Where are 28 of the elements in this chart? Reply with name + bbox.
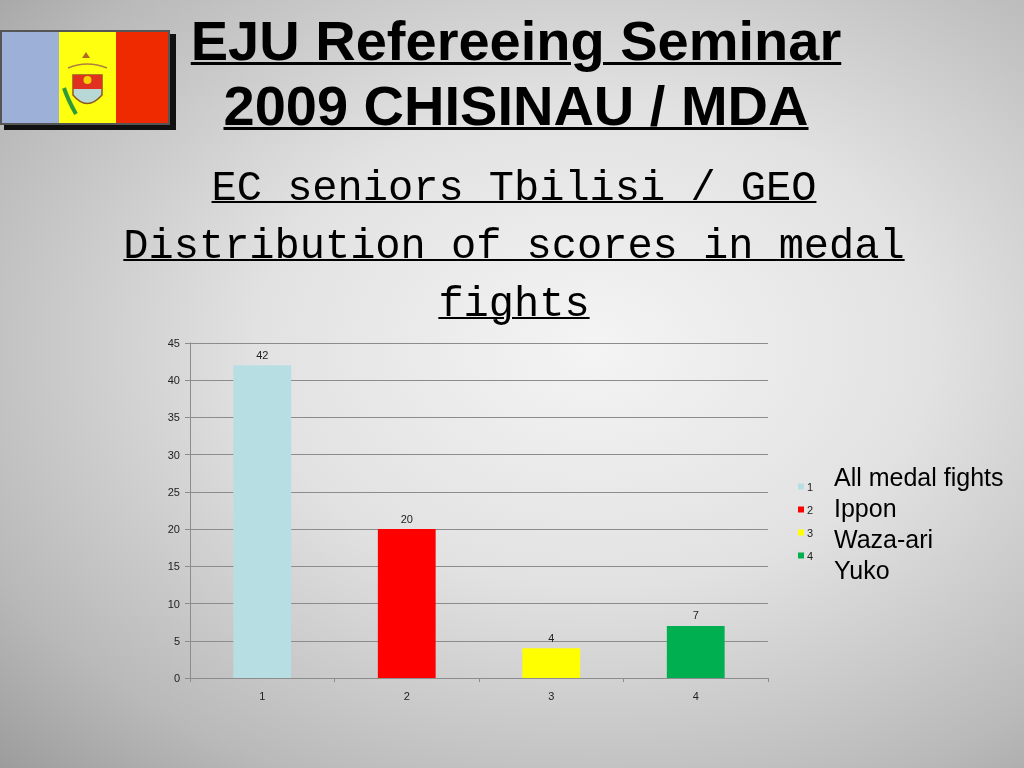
x-tick-label: 4 [692, 689, 699, 702]
data-label: 7 [692, 609, 699, 622]
x-tick-label: 3 [548, 689, 555, 702]
y-tick-label: 5 [173, 634, 180, 647]
y-tick-label: 25 [167, 485, 180, 498]
y-tick-label: 45 [167, 337, 180, 349]
y-tick-label: 40 [167, 374, 180, 387]
text: Yuko [834, 555, 891, 586]
y-tick-label: 15 [167, 560, 180, 573]
y-tick-label: 30 [167, 448, 180, 461]
data-label: 20 [400, 512, 413, 525]
legend-label: 4 [807, 549, 814, 562]
text: All medal fights [834, 462, 1004, 493]
x-tick-label: 1 [259, 689, 266, 702]
chart-title: EJU Refereeing Seminar 2009 CHISINAU / MDA [189, 8, 843, 138]
text: Waza-ari [834, 524, 935, 555]
data-label: 4 [548, 631, 555, 644]
x-tick-label: 2 [403, 689, 410, 702]
legend-label: 1 [807, 480, 814, 493]
data-label: 42 [256, 348, 269, 361]
chart-subtitle: EC seniors Tbilisi / GEO Distribution of scores in medal fights [122, 164, 906, 331]
y-tick-label: 35 [167, 411, 180, 424]
legend-label: 3 [807, 526, 814, 539]
y-tick-label: 10 [167, 597, 180, 610]
y-tick-label: 0 [173, 672, 180, 684]
legend-label: 2 [807, 503, 814, 516]
text: Ippon [834, 493, 898, 524]
y-tick-label: 20 [167, 523, 180, 536]
